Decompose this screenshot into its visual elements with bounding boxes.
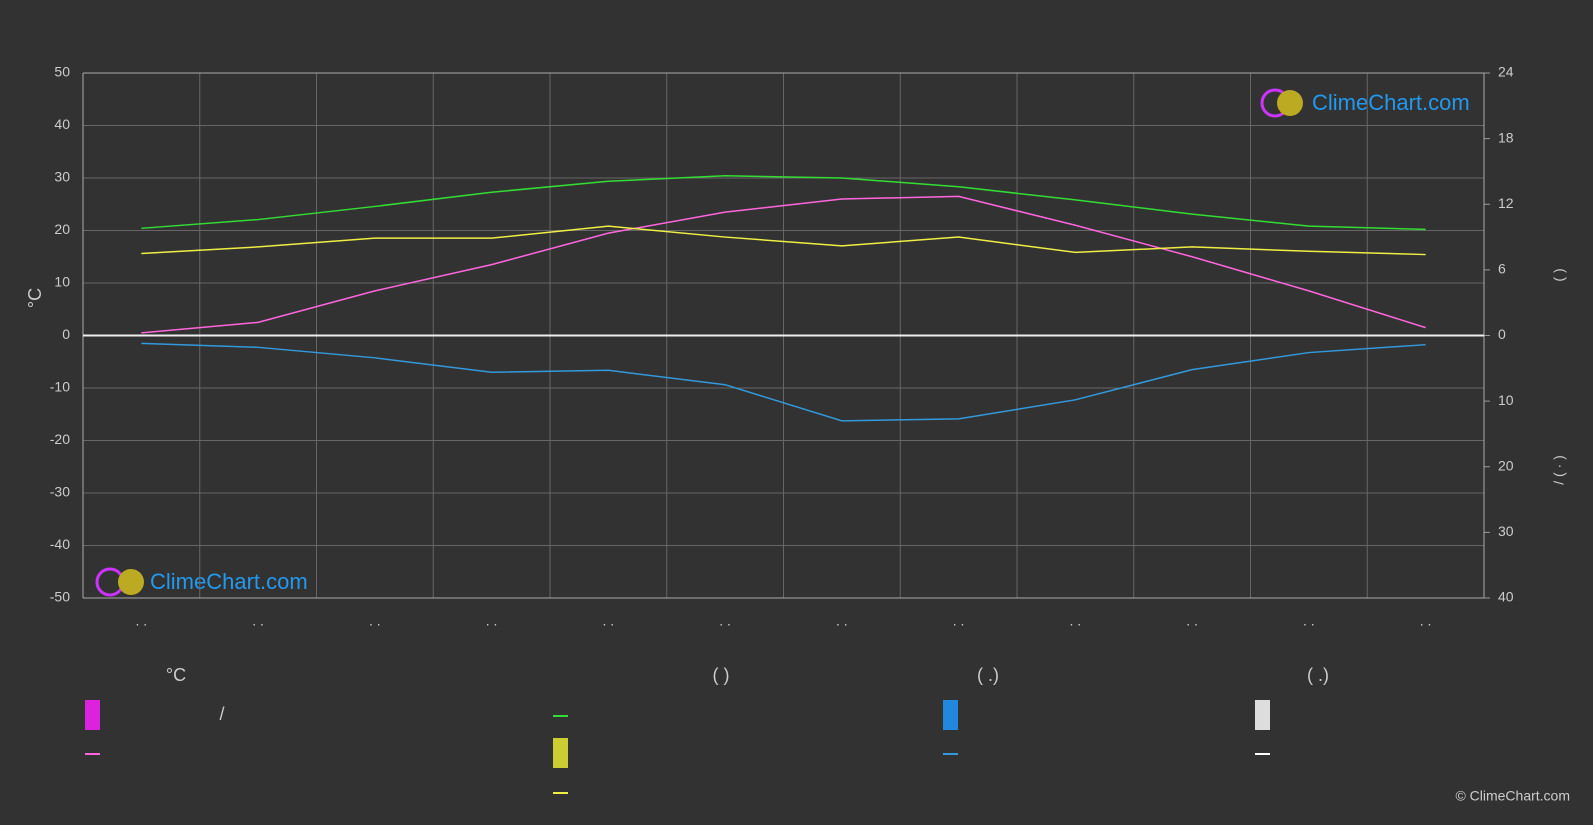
x-tick-label: . . bbox=[136, 613, 148, 629]
series-line bbox=[141, 175, 1426, 231]
y2-axis-label: ( ) bbox=[1551, 268, 1567, 281]
y3-tick-label: 10 bbox=[1498, 392, 1514, 408]
logo-sun bbox=[1277, 90, 1303, 116]
y2-tick-label: 6 bbox=[1498, 261, 1506, 277]
y-tick-label: -20 bbox=[50, 431, 70, 447]
x-tick-label: . . bbox=[1186, 613, 1198, 629]
y3-tick-label: 40 bbox=[1498, 589, 1514, 605]
series-line bbox=[141, 195, 1426, 334]
x-tick-label: . . bbox=[1070, 613, 1082, 629]
legend-swatch bbox=[553, 738, 568, 768]
x-tick-label: . . bbox=[369, 613, 381, 629]
logo-top: ClimeChart.com bbox=[1260, 88, 1470, 118]
y2-tick-label: 18 bbox=[1498, 129, 1514, 145]
y3-tick-label: 20 bbox=[1498, 457, 1514, 473]
y-tick-label: -30 bbox=[50, 484, 70, 500]
x-tick-label: . . bbox=[252, 613, 264, 629]
x-tick-label: . . bbox=[836, 613, 848, 629]
y-tick-label: 40 bbox=[54, 116, 70, 132]
y-axis-label: °C bbox=[25, 288, 45, 308]
y3-axis-label: / ( · ) bbox=[1551, 455, 1567, 485]
series-line bbox=[141, 342, 1426, 422]
y-tick-label: 50 bbox=[54, 64, 70, 80]
x-tick-label: . . bbox=[486, 613, 498, 629]
x-tick-label: . . bbox=[953, 613, 965, 629]
y-tick-label: 20 bbox=[54, 221, 70, 237]
logo-text: ClimeChart.com bbox=[1312, 90, 1470, 115]
logo-text: ClimeChart.com bbox=[150, 569, 308, 594]
legend-header: ( .) bbox=[1307, 665, 1329, 685]
x-tick-label: . . bbox=[1303, 613, 1315, 629]
legend-swatch bbox=[943, 700, 958, 730]
y-tick-label: -40 bbox=[50, 536, 70, 552]
logo-bottom: ClimeChart.com bbox=[95, 567, 308, 597]
legend-header: ( ) bbox=[713, 665, 730, 685]
legend-swatch bbox=[1255, 700, 1270, 730]
legend-header: ( .) bbox=[977, 665, 999, 685]
series-line bbox=[141, 225, 1426, 256]
y-tick-label: -50 bbox=[50, 589, 70, 605]
y3-tick-label: 30 bbox=[1498, 523, 1514, 539]
y2-tick-label: 24 bbox=[1498, 64, 1514, 80]
x-tick-label: . . bbox=[719, 613, 731, 629]
logo-sun bbox=[118, 569, 144, 595]
y-tick-label: -10 bbox=[50, 379, 70, 395]
x-tick-label: . . bbox=[1420, 613, 1432, 629]
y-tick-label: 30 bbox=[54, 169, 70, 185]
copyright: © ClimeChart.com bbox=[1455, 788, 1570, 804]
y2-tick-label: 0 bbox=[1498, 326, 1506, 342]
y2-tick-label: 12 bbox=[1498, 195, 1514, 211]
legend-swatch bbox=[85, 700, 100, 730]
x-tick-label: . . bbox=[603, 613, 615, 629]
y-tick-label: 0 bbox=[62, 326, 70, 342]
legend-header: °C bbox=[166, 665, 186, 685]
legend-text: / bbox=[219, 704, 224, 724]
y-tick-label: 10 bbox=[54, 274, 70, 290]
